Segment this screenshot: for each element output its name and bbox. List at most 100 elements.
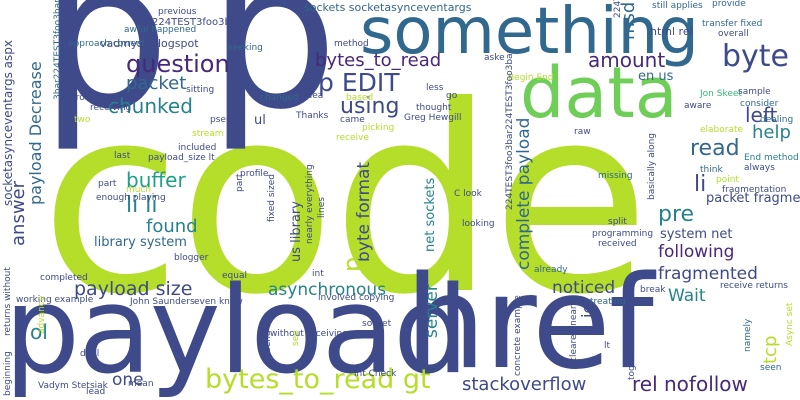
word-two: receiving bbox=[90, 103, 132, 113]
word-data: data bbox=[520, 52, 678, 134]
word-vadym-stetsiak: lead bbox=[86, 387, 106, 397]
word-received: received bbox=[598, 239, 637, 249]
word-transfer-fixed: transfer fixed bbox=[702, 19, 763, 29]
word-cleared-nearly: cleared nearly bbox=[569, 297, 579, 362]
word-buffer: buffer bbox=[126, 168, 186, 192]
word-tcp: tcp bbox=[760, 335, 781, 364]
word-lead: mean bbox=[128, 379, 154, 389]
word-stackoverflow: stackoverflow bbox=[462, 374, 587, 395]
word-int-check: socket bbox=[362, 319, 392, 329]
word-receive-returns: receive returns bbox=[720, 281, 788, 291]
word-without-receiving: send bbox=[263, 330, 273, 352]
word-together: together bbox=[627, 341, 637, 380]
word-using: using bbox=[340, 94, 400, 119]
word-brought: completed bbox=[40, 273, 88, 283]
word-bytes-to-read-gt: bytes_to_read gt bbox=[205, 364, 431, 395]
word-sockets-socketasynceventargs: sockets socketasynceventargs bbox=[304, 1, 472, 14]
word-stream: stream bbox=[192, 129, 224, 139]
word-p-edit: p EDIT bbox=[318, 68, 400, 97]
word-still-applies: still applies bbox=[652, 1, 703, 11]
word-raw: raw bbox=[574, 127, 591, 137]
word-aware: aware bbox=[684, 101, 712, 111]
word-one: one bbox=[112, 370, 144, 390]
word-overall: overall bbox=[718, 29, 749, 39]
word-en-us: ul bbox=[254, 113, 266, 128]
word-payload-size-lt: payload_size lt bbox=[148, 153, 215, 163]
word-send: even know bbox=[194, 297, 243, 307]
word-even-know: John Saunders bbox=[130, 297, 195, 307]
word-beginning: Vadym Stetsiak bbox=[38, 381, 108, 391]
word-sample: sample bbox=[738, 87, 771, 97]
word-us-library: us library bbox=[289, 201, 304, 262]
word-see: without receiving bbox=[270, 329, 348, 339]
word-asynchronous: asynchronous bbox=[268, 280, 387, 300]
word-split: split bbox=[608, 217, 627, 227]
word-included: included bbox=[178, 143, 217, 153]
word-li: li bbox=[694, 172, 707, 197]
word-code: code bbox=[40, 51, 650, 351]
word-provide: provide bbox=[712, 0, 746, 9]
word-server: server bbox=[422, 284, 442, 338]
word-break: break bbox=[640, 285, 666, 295]
word-treating: treating bbox=[590, 297, 626, 307]
word-href: href bbox=[405, 249, 654, 398]
word-thought: thought bbox=[416, 103, 452, 113]
word-came: came bbox=[340, 115, 365, 125]
word-end-method: End method bbox=[744, 153, 799, 163]
word-system-net: packet fragmentation bbox=[706, 191, 800, 206]
word-amount: amount bbox=[588, 48, 666, 72]
word-last: last bbox=[114, 151, 131, 161]
word-byte: byte bbox=[722, 39, 790, 74]
word-complete-payload: complete payload bbox=[514, 117, 534, 270]
word-equal: blogger bbox=[174, 253, 209, 263]
word-224test3foo3bar224test3foo3bar: 224TEST3foo3bar224TEST3foo3bar bbox=[505, 49, 515, 210]
word-go: go bbox=[446, 91, 458, 101]
word-missing: missing bbox=[598, 171, 633, 181]
word-net-sockets: net sockets bbox=[423, 177, 438, 252]
word-always: always bbox=[744, 163, 775, 173]
word-enough-playing: much bbox=[126, 185, 152, 195]
word-thanks: Thanks bbox=[296, 111, 329, 121]
word-elaborate: elaborate bbox=[700, 125, 744, 135]
word-nearly-everything: nearly everything bbox=[305, 164, 315, 244]
word-completed: advance bbox=[37, 295, 47, 334]
word-byte-format: byte format bbox=[354, 161, 374, 262]
word-c-look: C look bbox=[454, 189, 482, 199]
word-pre: pre bbox=[658, 202, 695, 227]
word-receive: receive bbox=[336, 133, 369, 143]
word-changed: changed bbox=[260, 93, 299, 103]
word-already: already bbox=[534, 265, 568, 275]
word-vadmyst-blogspot: vadmyst blogspot bbox=[100, 37, 199, 50]
word-consider: consider bbox=[740, 99, 779, 109]
word-deal: int Check bbox=[354, 369, 397, 379]
word-chunked: chunked bbox=[108, 94, 193, 118]
word-much: part bbox=[98, 179, 117, 189]
word-something: something bbox=[360, 0, 699, 69]
word-aske: method bbox=[334, 39, 369, 49]
word-sitting: sitting bbox=[186, 85, 215, 95]
word-blogger: enough playing bbox=[96, 193, 166, 203]
word-concrete-example: concrete example bbox=[513, 295, 523, 376]
word-less: less bbox=[426, 83, 444, 93]
word-library-system: system net bbox=[660, 227, 733, 242]
word-awful-happened: awful happened bbox=[124, 25, 197, 35]
word-following: following bbox=[658, 242, 735, 262]
word-looking: looking bbox=[462, 219, 495, 229]
word-rel-nofollow: rel nofollow bbox=[632, 372, 748, 396]
word-fixed-sized: fixed sized bbox=[267, 174, 277, 222]
word-profile: profile bbox=[240, 169, 269, 179]
word-fragmentation: fragmentation bbox=[722, 185, 787, 195]
word-picking: picking bbox=[362, 123, 395, 133]
word-socket: see bbox=[291, 330, 301, 346]
word-payload: payload bbox=[4, 262, 469, 400]
word-payload-decrease: payload Decrease bbox=[26, 61, 45, 205]
word-question: question bbox=[126, 50, 230, 78]
word-wait: Wait bbox=[668, 286, 706, 306]
word-html-rel: html rel bbox=[650, 25, 693, 38]
word-john-saunders: involved copying bbox=[318, 293, 395, 303]
word-packet: packet bbox=[126, 73, 187, 94]
word-begin-end: Begin End bbox=[508, 73, 554, 83]
word-async-set: Async set bbox=[785, 302, 795, 346]
word-read: read bbox=[690, 136, 740, 161]
